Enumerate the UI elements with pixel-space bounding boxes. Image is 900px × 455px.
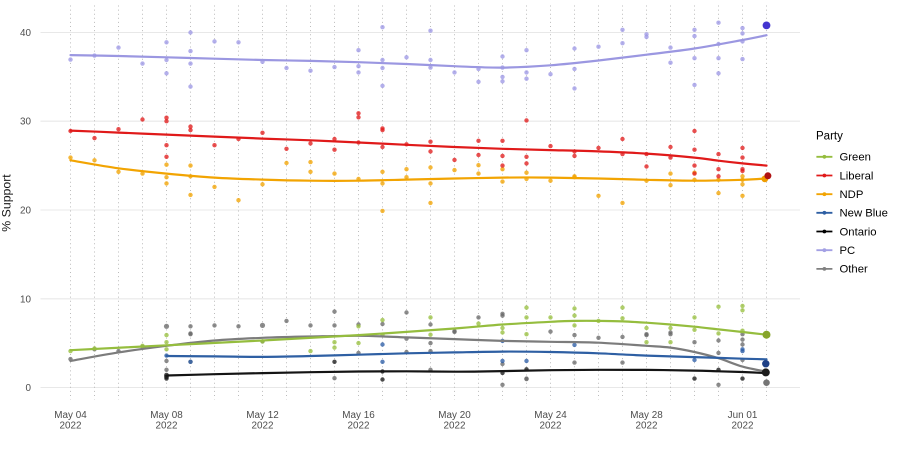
svg-text:30: 30	[20, 117, 31, 128]
svg-text:May 28: May 28	[630, 410, 663, 421]
svg-text:Party: Party	[816, 131, 843, 143]
svg-text:2022: 2022	[732, 420, 754, 431]
svg-text:May 04: May 04	[54, 410, 87, 421]
svg-text:Other: Other	[840, 264, 868, 276]
svg-text:% Support: % Support	[0, 174, 14, 232]
svg-text:May 24: May 24	[534, 410, 567, 421]
svg-text:10: 10	[20, 294, 31, 305]
svg-text:Liberal: Liberal	[840, 170, 874, 182]
svg-text:Ontario: Ontario	[840, 226, 877, 238]
svg-text:2022: 2022	[156, 420, 178, 431]
svg-text:May 12: May 12	[246, 410, 278, 421]
svg-text:40: 40	[20, 28, 31, 39]
svg-text:2022: 2022	[444, 420, 466, 431]
svg-text:New Blue: New Blue	[840, 208, 888, 220]
svg-text:2022: 2022	[60, 420, 82, 431]
svg-text:20: 20	[20, 206, 31, 217]
svg-text:2022: 2022	[636, 420, 658, 431]
svg-text:May 20: May 20	[438, 410, 471, 421]
svg-text:2022: 2022	[252, 420, 274, 431]
svg-text:Jun 01: Jun 01	[728, 410, 758, 421]
svg-text:May 08: May 08	[150, 410, 183, 421]
svg-text:2022: 2022	[540, 420, 562, 431]
svg-text:Green: Green	[840, 152, 871, 164]
svg-text:May 16: May 16	[342, 410, 375, 421]
svg-text:2022: 2022	[348, 420, 370, 431]
svg-text:PC: PC	[840, 245, 856, 257]
svg-text:NDP: NDP	[840, 189, 864, 201]
svg-text:0: 0	[26, 383, 32, 394]
